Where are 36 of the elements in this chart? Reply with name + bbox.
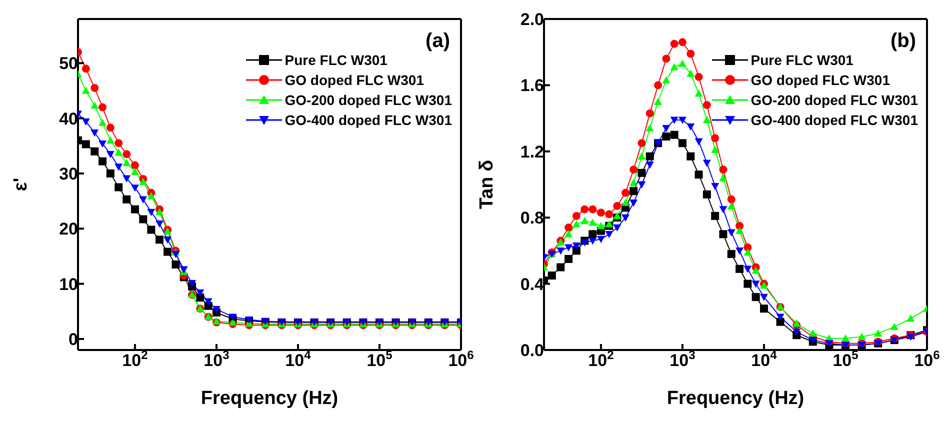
annotation: (a) — [426, 30, 450, 53]
y-axis-title: ε' — [10, 178, 32, 192]
y-tick-label: 2.0 — [520, 10, 544, 29]
x-tick-label: 10$^{4}$ — [751, 348, 778, 370]
y-tick-label: 50 — [59, 54, 78, 74]
x-tick-label: 10$^{5}$ — [366, 348, 393, 370]
x-tick-label: 10$^{6}$ — [914, 348, 940, 370]
legend-label: GO-400 doped FLC W301 — [750, 111, 918, 130]
y-tick-label: 40 — [59, 109, 78, 128]
x-tick-label: 10$^{2}$ — [588, 348, 614, 370]
legend-label: GO-200 doped FLC W301 — [284, 91, 452, 110]
y-tick-label: 1.6 — [520, 76, 544, 96]
x-axis-title: Frequency (Hz) — [200, 388, 338, 409]
y-tick-label: 0.0 — [520, 341, 544, 360]
y-tick-label: 10 — [59, 274, 78, 294]
y-tick-label: 0.4 — [520, 274, 545, 294]
y-axis-title: Tan δ — [476, 160, 498, 210]
x-axis-title: Frequency (Hz) — [666, 388, 804, 409]
x-tick-label: 10$^{3}$ — [204, 348, 230, 370]
y-tick-label: 20 — [59, 220, 78, 239]
y-tick-label: 0 — [68, 330, 78, 349]
legend-label: Pure FLC W301 — [284, 51, 388, 70]
legend-label: GO-200 doped FLC W301 — [750, 91, 918, 110]
y-tick-label: 0.8 — [520, 208, 544, 228]
y-tick-label: 30 — [59, 164, 78, 184]
legend-label: GO doped FLC W301 — [750, 71, 890, 90]
legend-label: GO-400 doped FLC W301 — [284, 111, 452, 130]
x-tick-label: 10$^{5}$ — [832, 348, 859, 370]
x-tick-label: 10$^{3}$ — [670, 348, 696, 370]
x-tick-label: 10$^{4}$ — [285, 348, 312, 370]
legend-label: Pure FLC W301 — [750, 51, 854, 70]
legend-label: GO doped FLC W301 — [284, 71, 424, 90]
y-tick-label: 1.2 — [520, 142, 544, 162]
x-tick-label: 10$^{2}$ — [122, 348, 148, 370]
annotation: (b) — [890, 30, 916, 53]
x-tick-label: 10$^{6}$ — [448, 348, 474, 370]
